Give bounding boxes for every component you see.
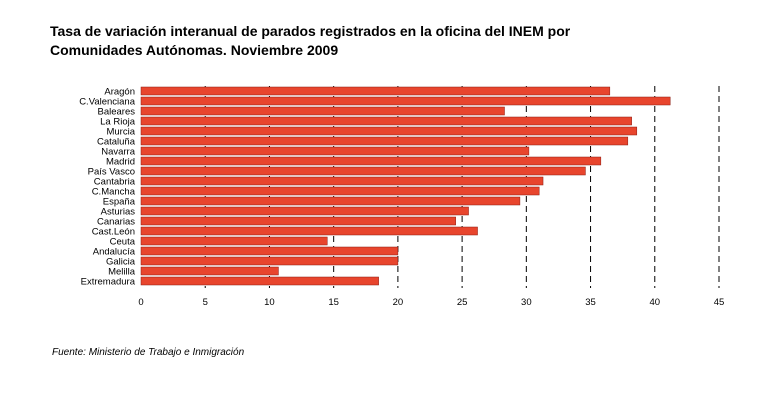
bar	[140, 166, 586, 176]
x-tick-label: 15	[328, 297, 339, 308]
bar	[140, 276, 379, 286]
bar	[140, 206, 469, 216]
category-label: Andalucía	[93, 247, 136, 258]
bar	[140, 196, 521, 206]
category-label: Asturias	[101, 207, 136, 218]
category-label: País Vasco	[88, 167, 135, 178]
category-label: Aragón	[104, 87, 135, 98]
x-tick-label: 0	[138, 297, 143, 308]
x-tick-label: 30	[521, 297, 532, 308]
bar	[140, 246, 399, 256]
category-label: Extremadura	[81, 277, 136, 288]
x-tick-label: 40	[649, 297, 660, 308]
category-label: Baleares	[98, 107, 136, 118]
category-label: Melilla	[108, 267, 136, 278]
bar	[140, 146, 530, 156]
category-label: Galicia	[106, 257, 136, 268]
x-tick-label: 10	[264, 297, 275, 308]
category-label: Murcia	[106, 127, 135, 138]
bar	[140, 126, 638, 136]
x-tick-labels: 0 5 10 15 20 25 30 35 40 45	[138, 297, 724, 308]
category-label: España	[103, 197, 136, 208]
bar	[140, 256, 399, 266]
bar	[140, 186, 540, 196]
bar	[140, 96, 671, 106]
x-tick-label: 45	[714, 297, 725, 308]
bar	[140, 86, 611, 96]
category-label: Canarias	[97, 217, 135, 228]
bar	[140, 116, 632, 126]
bar	[140, 106, 505, 116]
bar	[140, 156, 602, 166]
bars	[140, 86, 671, 286]
bar	[140, 266, 279, 276]
category-label: C.Valenciana	[79, 97, 136, 108]
bar	[140, 176, 544, 186]
bar	[140, 236, 328, 246]
category-label: Cantabria	[94, 177, 136, 188]
category-label: Madrid	[106, 157, 135, 168]
category-label: Cast.León	[92, 227, 135, 238]
x-tick-label: 5	[203, 297, 208, 308]
chart-title-line-1: Tasa de variación interanual de parados …	[50, 23, 571, 39]
x-tick-label: 20	[393, 297, 404, 308]
x-tick-label: 35	[585, 297, 596, 308]
category-label: Ceuta	[110, 237, 136, 248]
category-label: C.Mancha	[92, 187, 136, 198]
bar	[140, 226, 478, 236]
category-label: La Rioja	[100, 117, 136, 128]
chart-title: Tasa de variación interanual de parados …	[50, 22, 730, 60]
bar	[140, 216, 456, 226]
bar	[140, 136, 629, 146]
x-tick-label: 25	[457, 297, 468, 308]
source-note: Fuente: Ministerio de Trabajo e Inmigrac…	[52, 347, 245, 358]
chart-title-line-2: Comunidades Autónomas. Noviembre 2009	[50, 42, 339, 58]
category-label: Navarra	[101, 147, 136, 158]
category-label: Cataluña	[97, 137, 136, 148]
